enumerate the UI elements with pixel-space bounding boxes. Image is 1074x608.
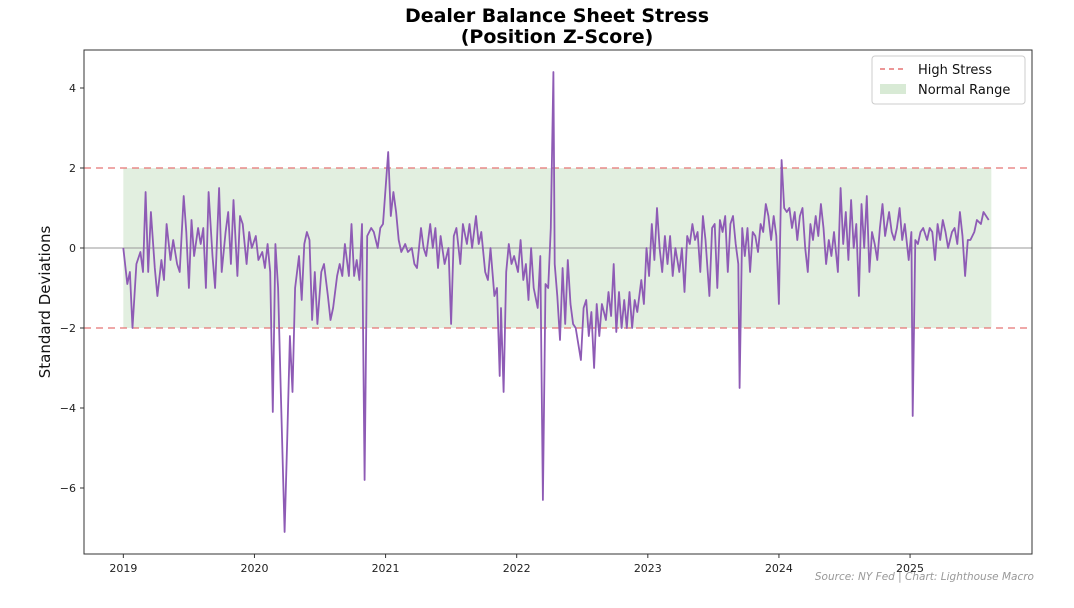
x-tick-label: 2019 [109,562,137,575]
y-tick-label: −4 [60,402,76,415]
chart-title-line1: Dealer Balance Sheet Stress [405,5,709,27]
y-tick-label: −6 [60,482,76,495]
y-tick-label: 4 [69,82,76,95]
x-tick-label: 2025 [896,562,924,575]
x-tick-label: 2020 [240,562,268,575]
x-tick-label: 2024 [765,562,793,575]
legend-normal-range-swatch [880,84,906,94]
legend-high-stress-label: High Stress [918,63,992,78]
legend-box [871,55,1026,105]
source-note: Source: NY Fed | Chart: Lighthouse Macro [815,571,1034,583]
legend-normal-range-label: Normal Range [918,83,1010,98]
x-tick-label: 2021 [372,562,400,575]
x-tick-label: 2023 [634,562,662,575]
chart-title-line2: (Position Z-Score) [461,26,654,48]
y-axis-label: Standard Deviations [36,226,54,379]
plot-area [84,71,1032,533]
y-tick-label: 0 [69,242,76,255]
legend: High Stress Normal Range [871,55,1026,105]
series-line-1 [122,71,990,533]
y-tick-label: 2 [69,162,76,175]
x-tick-label: 2022 [503,562,531,575]
axes-frame [83,49,1033,555]
y-tick-label: −2 [60,322,76,335]
